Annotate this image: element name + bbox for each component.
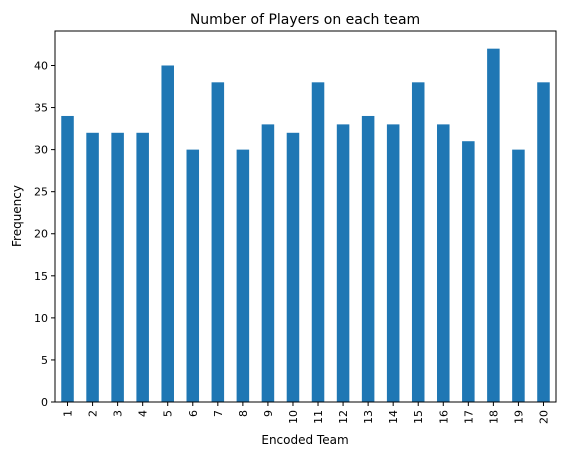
x-tick-label: 15 [412,410,425,424]
y-tick-label: 0 [41,396,48,409]
bar-team-20 [537,82,550,402]
x-tick-label: 11 [312,410,325,424]
y-axis-label: Frequency [10,185,24,247]
x-tick-label: 7 [212,410,225,417]
x-tick-label: 2 [87,410,100,417]
y-tick-label: 10 [34,312,48,325]
x-tick-label: 8 [237,410,250,417]
x-tick-label: 19 [512,410,525,424]
bar-team-10 [286,132,300,403]
y-tick-label: 20 [34,228,48,241]
x-tick-label: 9 [262,410,275,417]
bar-team-3 [111,132,124,403]
bar-team-7 [211,82,225,402]
bar-team-19 [512,149,525,402]
bar-team-8 [236,149,250,402]
x-tick-label: 14 [387,410,400,424]
x-tick-label: 18 [487,410,500,424]
y-tick-label: 30 [34,144,48,157]
x-tick-label: 17 [462,410,475,424]
x-tick-label: 1 [62,410,75,417]
bar-team-12 [336,124,350,402]
bar-team-15 [411,82,425,402]
x-tick-label: 3 [112,410,125,417]
y-tick-label: 35 [34,102,48,115]
x-tick-label: 4 [137,410,150,417]
bar-team-1 [61,115,74,402]
bar-team-14 [386,124,400,402]
x-tick-label: 13 [362,410,375,424]
x-axis-label: Encoded Team [261,433,348,447]
y-tick-label: 25 [34,186,48,199]
x-axis: 1 2 3 4 5 6 7 8 9 10 11 12 13 14 15 16 17 18 19 20 [62,402,550,424]
y-tick-label: 15 [34,270,48,283]
bar-team-17 [462,141,475,402]
bar-team-5 [161,65,174,403]
bar-team-6 [186,149,200,402]
bar-team-2 [86,132,99,403]
x-tick-label: 12 [337,410,350,424]
bar-team-13 [361,115,375,402]
y-axis: 0 5 10 15 20 25 30 35 40 [34,59,55,409]
plot-frame [54,30,557,403]
bar-team-16 [437,124,450,402]
x-tick-label: 10 [287,410,300,424]
x-tick-label: 20 [537,410,550,424]
bar-team-9 [261,124,275,402]
chart-title: Number of Players on each team [190,12,420,28]
x-tick-label: 6 [187,410,200,417]
bars [61,48,550,403]
bar-team-11 [311,82,325,402]
y-tick-label: 40 [34,59,48,72]
y-tick-label: 5 [41,354,48,367]
x-tick-label: 5 [162,410,175,417]
x-tick-label: 16 [437,410,450,424]
bar-team-4 [136,132,149,403]
bar-team-18 [487,48,500,403]
